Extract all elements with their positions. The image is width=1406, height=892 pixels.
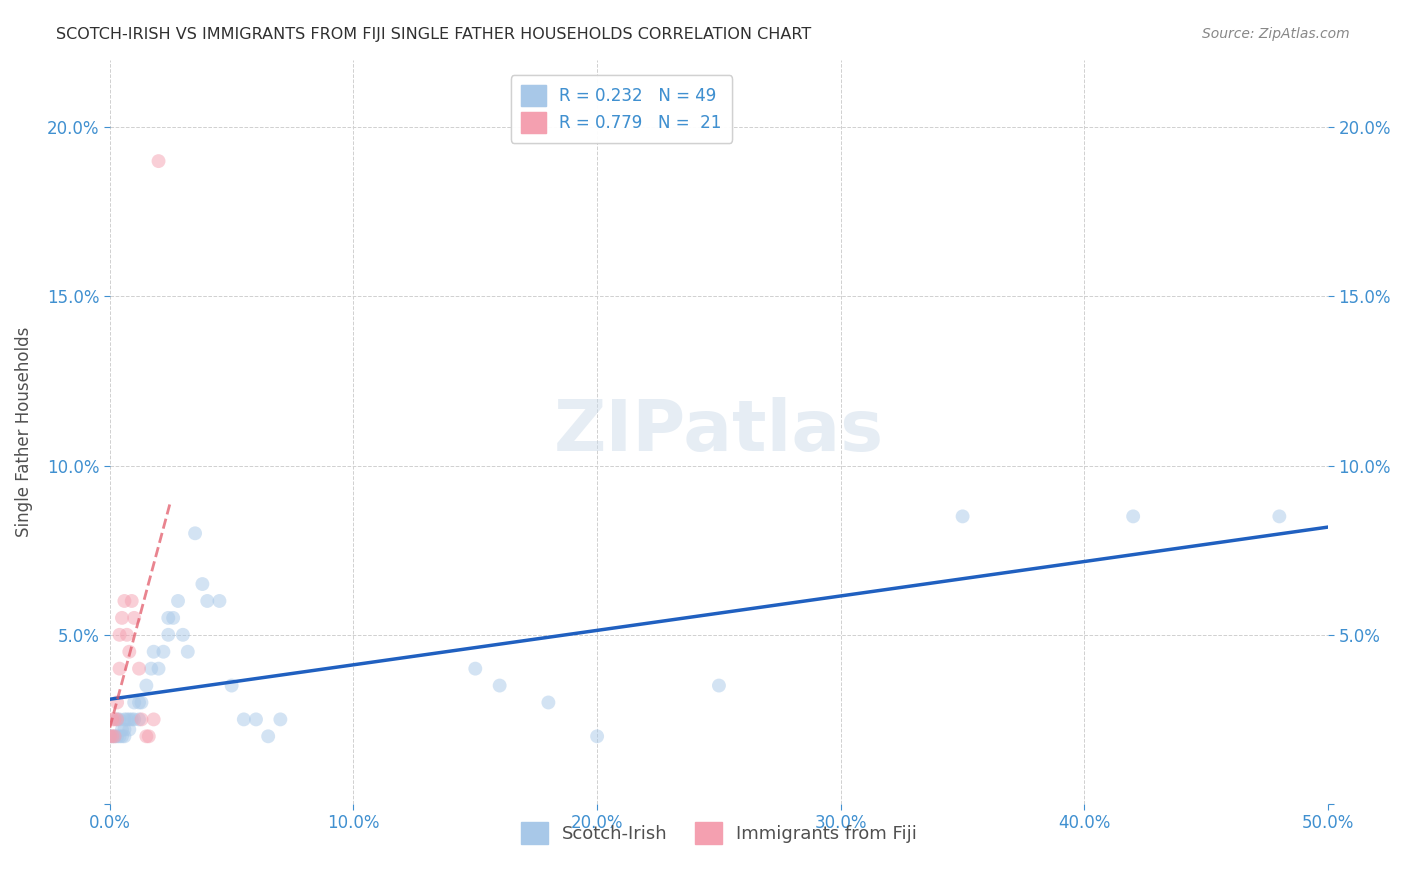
Point: [152, 645, 174, 659]
Point: [131, 712, 153, 726]
Point: [118, 645, 141, 659]
Point: [115, 712, 138, 726]
Point: [122, 611, 145, 625]
Point: [122, 696, 145, 710]
Point: [111, 723, 134, 737]
Point: [105, 696, 128, 710]
Point: [112, 729, 135, 743]
Point: [121, 594, 143, 608]
Y-axis label: Single Father Households: Single Father Households: [15, 326, 32, 537]
Point: [105, 712, 128, 726]
Point: [128, 696, 150, 710]
Point: [195, 594, 218, 608]
Point: [148, 662, 170, 676]
Point: [108, 628, 131, 642]
Point: [111, 611, 134, 625]
Point: [131, 696, 153, 710]
Point: [172, 628, 194, 642]
Point: [98, 729, 121, 743]
Point: [101, 729, 124, 743]
Point: [167, 594, 190, 608]
Point: [142, 645, 165, 659]
Point: [269, 712, 291, 726]
Text: Source: ZipAtlas.com: Source: ZipAtlas.com: [1202, 27, 1350, 41]
Legend: R = 0.232   N = 49, R = 0.779   N =  21: R = 0.232 N = 49, R = 0.779 N = 21: [512, 76, 733, 143]
Point: [101, 712, 124, 726]
Point: [208, 594, 231, 608]
Point: [177, 645, 200, 659]
Point: [118, 723, 141, 737]
Point: [128, 712, 150, 726]
Point: [135, 679, 157, 693]
Point: [108, 662, 131, 676]
Point: [112, 712, 135, 726]
Point: [118, 712, 141, 726]
Point: [104, 712, 127, 726]
Point: [537, 696, 560, 710]
Point: [257, 729, 280, 743]
Point: [245, 712, 267, 726]
Point: [191, 577, 214, 591]
Point: [1122, 509, 1144, 524]
Point: [111, 729, 134, 743]
Point: [138, 729, 160, 743]
Point: [98, 729, 121, 743]
Text: SCOTCH-IRISH VS IMMIGRANTS FROM FIJI SINGLE FATHER HOUSEHOLDS CORRELATION CHART: SCOTCH-IRISH VS IMMIGRANTS FROM FIJI SIN…: [56, 27, 811, 42]
Point: [105, 712, 128, 726]
Point: [232, 712, 254, 726]
Point: [135, 729, 157, 743]
Point: [101, 729, 124, 743]
Point: [157, 611, 180, 625]
Point: [121, 712, 143, 726]
Point: [112, 723, 135, 737]
Point: [142, 712, 165, 726]
Point: [157, 628, 180, 642]
Point: [104, 729, 127, 743]
Point: [115, 628, 138, 642]
Point: [184, 526, 207, 541]
Point: [952, 509, 974, 524]
Point: [141, 662, 163, 676]
Point: [221, 679, 243, 693]
Point: [105, 729, 128, 743]
Point: [586, 729, 609, 743]
Point: [162, 611, 184, 625]
Text: ZIPatlas: ZIPatlas: [554, 397, 884, 467]
Point: [104, 729, 127, 743]
Point: [112, 594, 135, 608]
Point: [128, 662, 150, 676]
Point: [464, 662, 486, 676]
Point: [108, 712, 131, 726]
Point: [108, 729, 131, 743]
Point: [122, 712, 145, 726]
Point: [488, 679, 510, 693]
Point: [707, 679, 730, 693]
Point: [148, 154, 170, 169]
Point: [1268, 509, 1291, 524]
